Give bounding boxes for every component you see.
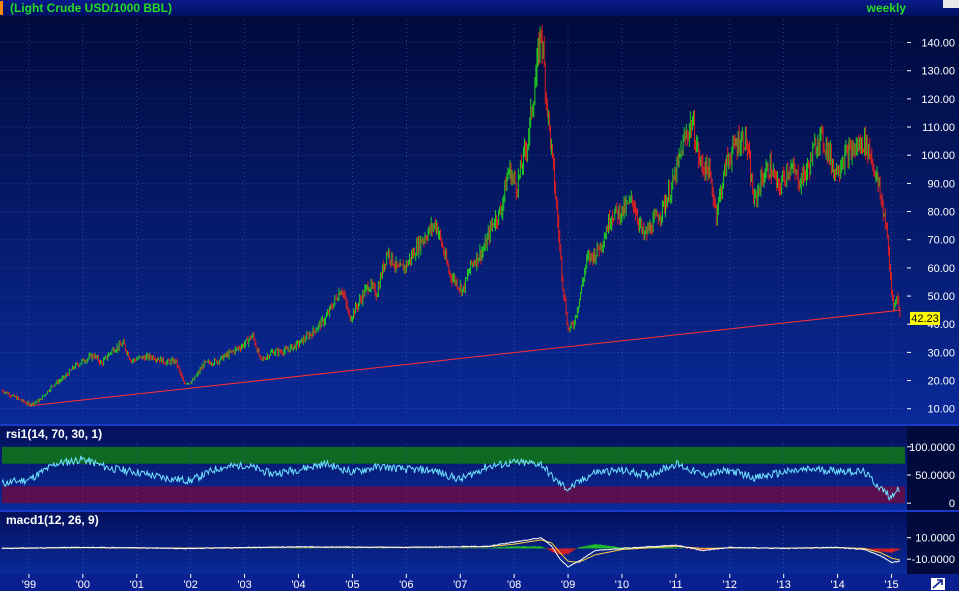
instrument-title: (Light Crude USD/1000 BBL) xyxy=(10,1,172,15)
time-tick-label: '03 xyxy=(237,579,251,591)
time-tick-label: '15 xyxy=(884,579,898,591)
time-tick-label: '00 xyxy=(76,579,90,591)
time-axis: '99 '00 '01 '02 '03 '04 '05 '06 '07 '08 '09 '10 '11 '… xyxy=(0,574,959,591)
price-tick-label: 130.00 xyxy=(921,66,955,78)
macd-tick-label: -10.0000 xyxy=(912,554,955,566)
macd-axis: 10.0000 -10.0000 xyxy=(907,512,959,574)
last-price-label: 42.23 xyxy=(911,313,939,325)
price-tick-label: 60.00 xyxy=(927,263,955,275)
time-tick-label: '14 xyxy=(830,579,844,591)
last-price-tag: 42.23 xyxy=(910,311,940,325)
price-panel xyxy=(0,16,907,424)
price-tick-label: 100.00 xyxy=(921,150,955,162)
rsi-oversold-zone xyxy=(2,486,905,504)
window-control[interactable] xyxy=(943,0,959,8)
chart-header: (Light Crude USD/1000 BBL) weekly xyxy=(0,0,959,16)
crosshair-tool-icon[interactable] xyxy=(931,578,945,590)
rsi-label[interactable]: rsi1(14, 70, 30, 1) xyxy=(6,427,102,441)
price-tick-label: 10.00 xyxy=(927,404,955,416)
time-tick-label: '02 xyxy=(184,579,198,591)
time-tick-label: '08 xyxy=(507,579,521,591)
price-tick-label: 70.00 xyxy=(927,235,955,247)
macd-tick-label: 10.0000 xyxy=(915,533,955,545)
time-tick-label: '10 xyxy=(615,579,629,591)
time-tick-label: '12 xyxy=(723,579,737,591)
time-tick-label: '13 xyxy=(777,579,791,591)
price-tick-label: 120.00 xyxy=(921,94,955,106)
header-accent xyxy=(0,1,3,15)
support-trendline[interactable] xyxy=(28,309,901,407)
time-tick-label: '05 xyxy=(345,579,359,591)
time-tick-label: '01 xyxy=(130,579,144,591)
period-label[interactable]: weekly xyxy=(866,1,907,15)
rsi-line xyxy=(1,455,901,501)
time-tick-label: '09 xyxy=(561,579,575,591)
price-tick-label: 80.00 xyxy=(927,207,955,219)
price-tick-label: 30.00 xyxy=(927,347,955,359)
time-tick-label: '11 xyxy=(669,579,683,591)
time-tick-label: '04 xyxy=(291,579,305,591)
price-tick-label: 110.00 xyxy=(922,122,955,134)
time-tick-label: '07 xyxy=(453,579,467,591)
price-candles xyxy=(1,25,901,407)
price-tick-label: 20.00 xyxy=(927,376,955,388)
rsi-panel: rsi1(14, 70, 30, 1) xyxy=(0,426,907,510)
rsi-tick-label: 50.0000 xyxy=(915,470,955,482)
macd-label[interactable]: macd1(12, 26, 9) xyxy=(6,513,99,527)
rsi-axis: 100.0000 50.0000 0 xyxy=(907,426,959,510)
price-tick-label: 90.00 xyxy=(927,178,955,190)
time-tick-label: '06 xyxy=(399,579,413,591)
price-tick-label: 50.00 xyxy=(927,291,955,303)
rsi-tick-label: 100.0000 xyxy=(909,442,955,454)
rsi-overbought-zone xyxy=(2,446,905,464)
time-tick-label: '99 xyxy=(22,579,36,591)
price-tick-label: 140.00 xyxy=(921,38,955,50)
macd-line xyxy=(1,537,900,568)
price-axis: 10.0020.0030.0040.0050.0060.0070.0080.00… xyxy=(907,16,959,424)
macd-panel: macd1(12, 26, 9) xyxy=(0,512,907,574)
rsi-tick-label: 0 xyxy=(949,498,955,510)
